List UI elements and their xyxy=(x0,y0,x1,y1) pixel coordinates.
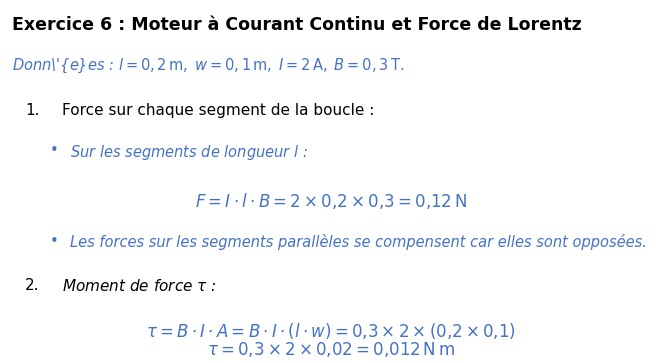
Text: Force sur chaque segment de la boucle :: Force sur chaque segment de la boucle : xyxy=(62,103,374,118)
Text: •: • xyxy=(50,234,58,249)
Text: Les forces sur les segments parallèles se compensent car elles sont opposées.: Les forces sur les segments parallèles s… xyxy=(70,234,646,250)
Text: $\tau = B \cdot I \cdot A = B \cdot I \cdot (l \cdot w) = 0{,}3 \times 2 \times : $\tau = B \cdot I \cdot A = B \cdot I \c… xyxy=(146,321,516,341)
Text: 1.: 1. xyxy=(25,103,40,118)
Text: $\tau = 0{,}3 \times 2 \times 0{,}02 = 0{,}012\,\mathrm{N\,m}$: $\tau = 0{,}3 \times 2 \times 0{,}02 = 0… xyxy=(207,340,455,359)
Text: Exercice 6 : Moteur à Courant Continu et Force de Lorentz: Exercice 6 : Moteur à Courant Continu et… xyxy=(12,16,582,34)
Text: Sur les segments de longueur $l$ :: Sur les segments de longueur $l$ : xyxy=(70,143,308,162)
Text: •: • xyxy=(50,143,58,158)
Text: Moment de force $\tau$ :: Moment de force $\tau$ : xyxy=(62,278,216,294)
Text: $F = I \cdot l \cdot B = 2 \times 0{,}2 \times 0{,}3 = 0{,}12\,\mathrm{N}$: $F = I \cdot l \cdot B = 2 \times 0{,}2 … xyxy=(195,191,467,211)
Text: 2.: 2. xyxy=(25,278,40,293)
Text: Donn\'{e}es : $l = 0, 2\,\mathrm{m},\; w = 0, 1\,\mathrm{m},\; I = 2\,\mathrm{A}: Donn\'{e}es : $l = 0, 2\,\mathrm{m},\; w… xyxy=(12,56,404,75)
